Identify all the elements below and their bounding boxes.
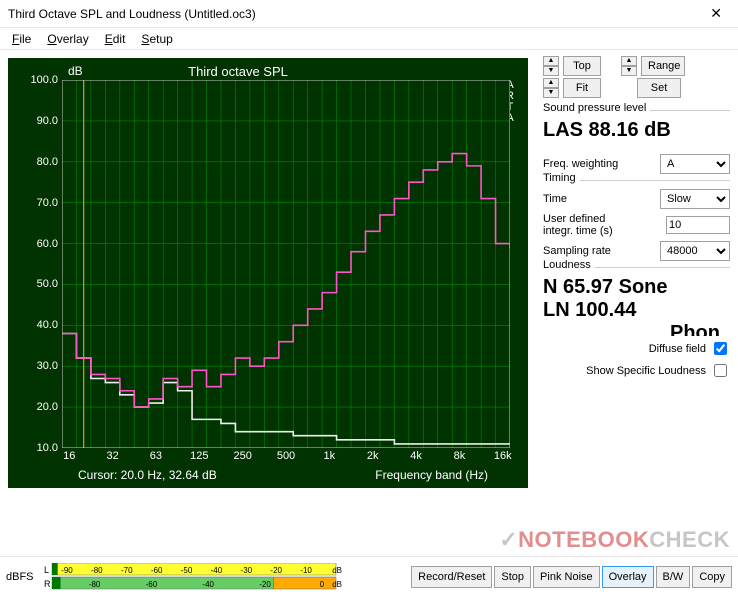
diffuse-field-label: Diffuse field bbox=[649, 343, 706, 355]
chart-box: dB Third octave SPL ARTA 10.020.030.040.… bbox=[8, 58, 528, 488]
chevron-up-icon[interactable]: ▲ bbox=[543, 56, 559, 66]
svg-text:-10: -10 bbox=[300, 566, 312, 575]
loudness-n: N 65.97 Sone bbox=[543, 272, 730, 299]
svg-text:-40: -40 bbox=[202, 580, 214, 589]
loudness-phon: Phon bbox=[543, 322, 730, 336]
svg-text:L: L bbox=[44, 565, 49, 575]
x-tick-label: 2k bbox=[367, 450, 379, 462]
y-tick-label: 60.0 bbox=[18, 238, 58, 250]
svg-text:-40: -40 bbox=[210, 566, 222, 575]
x-tick-label: 32 bbox=[106, 450, 118, 462]
svg-text:-30: -30 bbox=[240, 566, 252, 575]
chevron-up-icon[interactable]: ▲ bbox=[543, 78, 559, 88]
freq-weighting-label: Freq. weighting bbox=[543, 158, 618, 170]
menu-setup[interactable]: Setup bbox=[135, 30, 178, 48]
show-specific-label: Show Specific Loudness bbox=[586, 365, 706, 377]
svg-text:-70: -70 bbox=[120, 566, 132, 575]
bottom-bar: dBFS L -90 -80 -70 -60 -50 -40 -30 -20 -10 dB R -80 -… bbox=[0, 556, 738, 596]
svg-text:-80: -80 bbox=[91, 566, 103, 575]
time-label: Time bbox=[543, 193, 567, 205]
top-button[interactable]: Top bbox=[563, 56, 601, 76]
integ-time-input[interactable] bbox=[666, 216, 730, 234]
y-tick-label: 10.0 bbox=[18, 442, 58, 454]
svg-text:-60: -60 bbox=[145, 580, 157, 589]
menu-overlay[interactable]: Overlay bbox=[41, 30, 94, 48]
y-tick-label: 90.0 bbox=[18, 115, 58, 127]
y-tick-label: 20.0 bbox=[18, 401, 58, 413]
chevron-up-icon[interactable]: ▲ bbox=[621, 56, 637, 66]
svg-text:dB: dB bbox=[332, 566, 342, 575]
side-panel: ▲▼ Top ▲▼ Range ▲▼ Fit Set Sound pressur… bbox=[537, 50, 738, 556]
copy-button[interactable]: Copy bbox=[692, 566, 732, 588]
svg-text:-20: -20 bbox=[259, 580, 271, 589]
x-tick-label: 16k bbox=[494, 450, 512, 462]
svg-text:dB: dB bbox=[332, 580, 342, 589]
y-tick-label: 50.0 bbox=[18, 278, 58, 290]
loudness-ln: LN 100.44 bbox=[543, 299, 730, 322]
freq-weighting-select[interactable]: A bbox=[660, 154, 730, 174]
show-specific-checkbox[interactable] bbox=[714, 364, 727, 377]
plot-svg[interactable] bbox=[62, 80, 510, 448]
x-tick-label: 250 bbox=[233, 450, 251, 462]
y-tick-label: 70.0 bbox=[18, 197, 58, 209]
diffuse-field-checkbox[interactable] bbox=[714, 342, 727, 355]
x-tick-label: 1k bbox=[324, 450, 336, 462]
y-tick-label: 40.0 bbox=[18, 319, 58, 331]
svg-text:-90: -90 bbox=[61, 566, 73, 575]
timing-group: Timing Time Slow User defined integr. ti… bbox=[543, 180, 730, 261]
sampling-rate-label: Sampling rate bbox=[543, 245, 611, 257]
x-tick-label: 500 bbox=[277, 450, 295, 462]
y-tick-label: 100.0 bbox=[18, 74, 58, 86]
chevron-down-icon[interactable]: ▼ bbox=[543, 88, 559, 98]
range-spinner[interactable]: ▲▼ bbox=[621, 56, 637, 76]
window-title: Third Octave SPL and Loudness (Untitled.… bbox=[8, 7, 702, 21]
spl-group-label: Sound pressure level bbox=[543, 102, 650, 114]
chart-area: dB Third octave SPL ARTA 10.020.030.040.… bbox=[0, 50, 537, 556]
dbfs-label: dBFS bbox=[6, 571, 34, 583]
range-button[interactable]: Range bbox=[641, 56, 685, 76]
svg-text:0: 0 bbox=[319, 580, 324, 589]
menu-bar: File Overlay Edit Setup bbox=[0, 28, 738, 50]
menu-edit[interactable]: Edit bbox=[99, 30, 132, 48]
chart-title: Third octave SPL bbox=[8, 64, 468, 79]
menu-file[interactable]: File bbox=[6, 30, 37, 48]
x-tick-label: 4k bbox=[410, 450, 422, 462]
chevron-down-icon[interactable]: ▼ bbox=[543, 66, 559, 76]
level-meter: L -90 -80 -70 -60 -50 -40 -30 -20 -10 dB R -80 -60 -40… bbox=[40, 563, 350, 591]
top-spinner[interactable]: ▲▼ bbox=[543, 56, 559, 76]
bw-button[interactable]: B/W bbox=[656, 566, 691, 588]
x-tick-label: 16 bbox=[63, 450, 75, 462]
y-tick-label: 30.0 bbox=[18, 360, 58, 372]
x-tick-label: 125 bbox=[190, 450, 208, 462]
chevron-down-icon[interactable]: ▼ bbox=[621, 66, 637, 76]
time-select[interactable]: Slow bbox=[660, 189, 730, 209]
spl-group: Sound pressure level LAS 88.16 dB Freq. … bbox=[543, 110, 730, 174]
spl-reading: LAS 88.16 dB bbox=[543, 115, 730, 150]
svg-text:R: R bbox=[44, 579, 51, 589]
x-axis-label: Frequency band (Hz) bbox=[8, 468, 518, 482]
timing-group-label: Timing bbox=[543, 172, 580, 184]
loudness-group: Loudness N 65.97 Sone LN 100.44 Phon Dif… bbox=[543, 267, 730, 380]
fit-button[interactable]: Fit bbox=[563, 78, 601, 98]
stop-button[interactable]: Stop bbox=[494, 566, 531, 588]
sampling-rate-select[interactable]: 48000 bbox=[660, 241, 730, 261]
y-tick-label: 80.0 bbox=[18, 156, 58, 168]
loudness-group-label: Loudness bbox=[543, 259, 595, 271]
close-icon[interactable]: ✕ bbox=[702, 5, 730, 22]
record-reset-button[interactable]: Record/Reset bbox=[411, 566, 492, 588]
svg-text:-80: -80 bbox=[88, 580, 100, 589]
title-bar: Third Octave SPL and Loudness (Untitled.… bbox=[0, 0, 738, 28]
svg-text:-20: -20 bbox=[270, 566, 282, 575]
overlay-button[interactable]: Overlay bbox=[602, 566, 654, 588]
fit-spinner[interactable]: ▲▼ bbox=[543, 78, 559, 98]
x-tick-label: 63 bbox=[150, 450, 162, 462]
svg-text:-50: -50 bbox=[180, 566, 192, 575]
integ-time-label: User defined integr. time (s) bbox=[543, 213, 633, 237]
svg-text:-60: -60 bbox=[150, 566, 162, 575]
x-tick-label: 8k bbox=[454, 450, 466, 462]
set-button[interactable]: Set bbox=[637, 78, 681, 98]
pink-noise-button[interactable]: Pink Noise bbox=[533, 566, 600, 588]
